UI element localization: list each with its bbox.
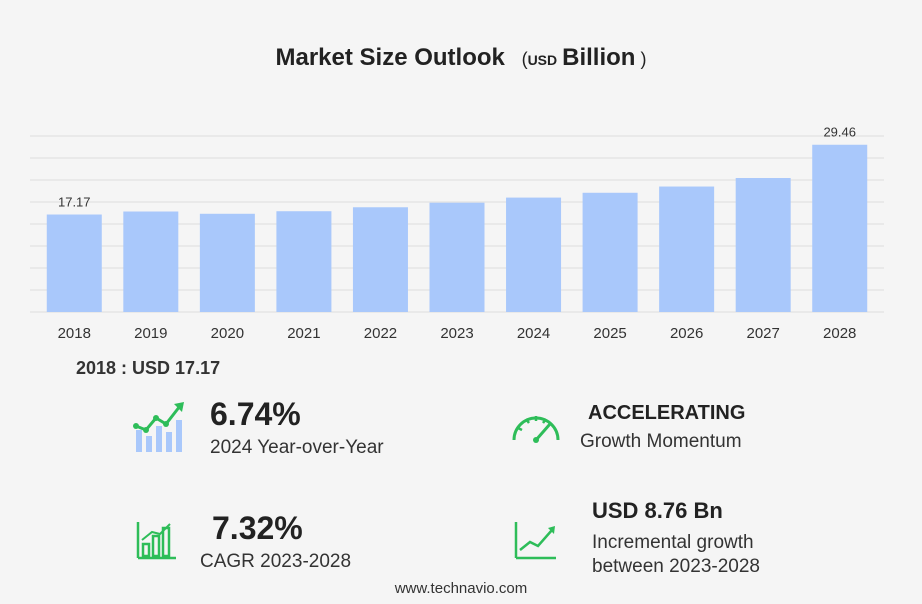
momentum-stat: ACCELERATING Growth Momentum — [580, 402, 746, 453]
bar-2018 — [46, 214, 102, 312]
x-tick-label: 2028 — [823, 325, 856, 342]
incremental-label-line2: between 2023-2028 — [592, 556, 760, 577]
momentum-label: Growth Momentum — [580, 431, 742, 452]
trend-line-icon — [514, 520, 558, 565]
x-tick-label: 2018 — [58, 325, 91, 342]
bar-2027 — [735, 178, 791, 312]
bar-2020 — [199, 213, 255, 312]
yoy-label: 2024 Year-over-Year — [210, 437, 384, 458]
x-tick-label: 2026 — [670, 325, 703, 342]
yoy-value: 6.74% — [210, 396, 301, 432]
footer-url: www.technavio.com — [394, 580, 528, 597]
x-tick-label: 2019 — [134, 325, 167, 342]
x-tick-label: 2022 — [364, 325, 397, 342]
incremental-label-line1: Incremental growth — [592, 532, 754, 553]
momentum-value: ACCELERATING — [588, 402, 746, 424]
title-unit: (USD Billion ) — [521, 44, 647, 71]
incremental-value: USD 8.76 Bn — [592, 498, 723, 523]
bar-2024 — [506, 197, 562, 312]
bar-2021 — [276, 211, 332, 312]
title-text: Market Size Outlook — [275, 44, 505, 71]
incremental-stat: USD 8.76 Bn Incremental growth between 2… — [592, 498, 760, 578]
cagr-value: 7.32% — [212, 510, 303, 546]
data-label: 17.17 — [58, 195, 91, 210]
bar-2026 — [659, 186, 715, 312]
bar-2022 — [352, 207, 408, 312]
x-tick-label: 2020 — [211, 325, 244, 342]
growth-chart-icon — [132, 400, 186, 459]
cagr-stat: 7.32% CAGR 2023-2028 — [200, 510, 351, 573]
x-tick-label: 2021 — [287, 325, 320, 342]
data-label: 29.46 — [823, 125, 856, 140]
bar-2023 — [429, 202, 485, 312]
cagr-label: CAGR 2023-2028 — [200, 551, 352, 572]
x-tick-label: 2023 — [440, 325, 473, 342]
bar-chart-icon — [136, 520, 178, 565]
bar-2028 — [812, 144, 868, 312]
chart-title: Market Size Outlook (USD Billion ) — [0, 44, 922, 72]
speedometer-icon — [510, 408, 562, 449]
x-tick-label: 2027 — [746, 325, 779, 342]
bar-2019 — [123, 211, 179, 312]
x-tick-label: 2025 — [593, 325, 626, 342]
base-year-label: 2018 : USD 17.17 — [76, 358, 221, 378]
x-tick-label: 2024 — [517, 325, 550, 342]
yoy-stat: 6.74% 2024 Year-over-Year — [210, 396, 384, 459]
bar-chart: 2018 2019 2020 2021 2022 2023 2024 2025 2026 2027… — [30, 125, 884, 342]
bar-2025 — [582, 192, 638, 312]
